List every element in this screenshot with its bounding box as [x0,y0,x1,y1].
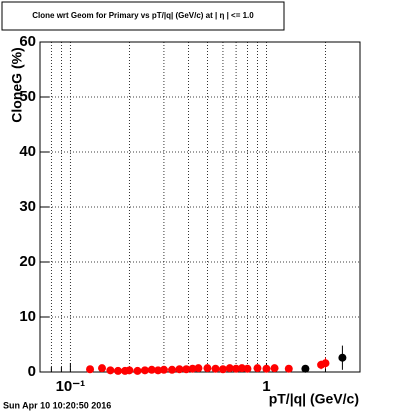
chart-title: Clone wrt Geom for Primary vs pT/|q| (Ge… [32,11,254,20]
marker [301,364,310,373]
marker [338,353,347,362]
x-tick-label: 10⁻¹ [56,378,86,395]
y-tick-label: 40 [19,143,36,160]
marker [159,365,168,374]
marker [133,366,142,375]
marker [182,365,191,374]
marker [218,365,227,374]
y-tick-label: 50 [19,88,36,105]
y-tick-label: 20 [19,253,36,270]
title-box [1,1,285,31]
marker [253,364,262,373]
marker [284,364,293,373]
marker [175,365,184,374]
marker [243,364,252,373]
marker [140,366,149,375]
marker [321,359,330,368]
marker [86,365,95,374]
marker [154,366,163,375]
marker [262,364,271,373]
marker [188,364,197,373]
marker [211,364,220,373]
y-tick-label: 0 [28,363,36,380]
marker [125,366,134,375]
marker [194,364,203,373]
x-tick-label: 1 [262,378,270,395]
marker [225,364,234,373]
y-tick-label: 30 [19,198,36,215]
marker [114,366,123,375]
marker [106,366,115,375]
marker [203,364,212,373]
marker [147,365,156,374]
x-axis-title: pT/|q| (GeV/c) [269,391,359,407]
y-tick-label: 60 [19,33,36,50]
marker [168,365,177,374]
y-tick-label: 10 [19,308,36,325]
y-axis-title: CloneG (%) [9,47,25,122]
marker [98,364,107,373]
marker [232,364,241,373]
timestamp: Sun Apr 10 10:20:50 2016 [3,400,111,410]
marker [270,364,279,373]
